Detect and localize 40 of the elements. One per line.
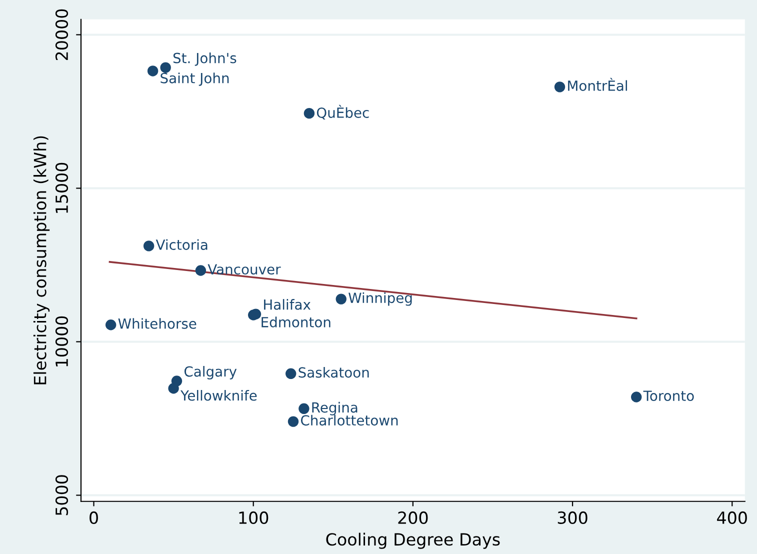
point <box>288 416 299 427</box>
annotation: Charlottetown <box>300 414 398 426</box>
point <box>143 240 154 252</box>
y-tick-label: 5000 <box>55 475 68 516</box>
point <box>105 319 116 330</box>
point <box>304 108 315 119</box>
annotation: Edmonton <box>262 316 330 328</box>
annotation: Regina <box>312 402 358 416</box>
annotation: Calgary <box>184 366 237 380</box>
x-tick-label: 200 <box>398 511 428 524</box>
annotation: Halifax <box>264 299 311 310</box>
point <box>336 294 346 304</box>
point <box>195 265 206 276</box>
point <box>286 368 296 380</box>
point <box>298 403 310 414</box>
x-tick-label: 100 <box>239 511 268 524</box>
annotation: Vancouver <box>208 264 281 275</box>
point <box>631 392 642 402</box>
point <box>147 66 158 76</box>
point <box>554 82 566 92</box>
y-tick-label: 15000 <box>55 162 68 213</box>
annotation: Yellowknife <box>180 390 257 401</box>
point <box>160 62 171 73</box>
annotation: St. John's <box>173 52 236 66</box>
annotation: Saint John <box>160 72 229 86</box>
annotation: MontrÈal <box>568 78 627 91</box>
x-tick-label: 400 <box>717 511 747 524</box>
y-tick-label: 10000 <box>55 316 68 366</box>
x-tick-label: 300 <box>558 511 588 524</box>
x-axis-title: Cooling Degree Days <box>326 532 500 549</box>
point <box>168 383 179 394</box>
annotation: Saskatoon <box>298 366 369 378</box>
annotation: Victoria <box>156 239 208 250</box>
annotation: Toronto <box>643 390 694 402</box>
annotation: QuÈbec <box>316 104 369 120</box>
y-axis-title: Electricity consumption (kWh) <box>33 136 50 384</box>
annotation: Winnipeg <box>348 292 412 306</box>
annotation: Whitehorse <box>118 318 196 329</box>
y-tick-label: 20000 <box>55 9 68 60</box>
x-tick-label: 0 <box>90 511 98 524</box>
